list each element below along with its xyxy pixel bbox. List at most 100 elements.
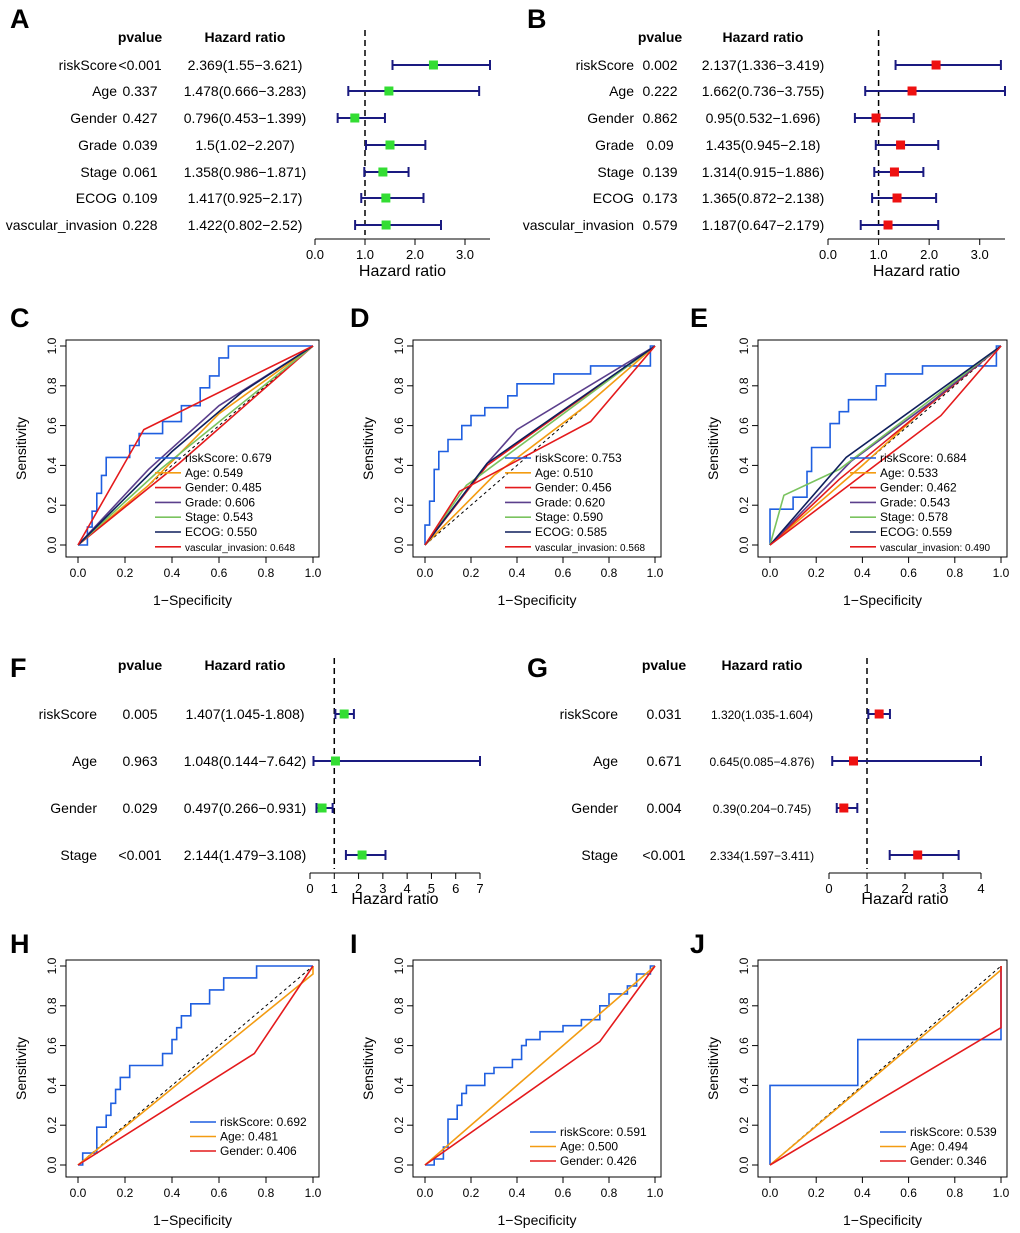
panel-letter: H <box>10 929 30 959</box>
x-tick-label: 0.6 <box>555 566 572 580</box>
row-hazard-ratio: 2.137(1.336−3.419) <box>702 57 825 73</box>
hazard-ratio-header: Hazard ratio <box>205 29 286 45</box>
roc-curve <box>424 965 656 1166</box>
x-tick-label: 3 <box>939 881 946 896</box>
x-tick-label: 3.0 <box>456 247 474 262</box>
x-tick-label: 2 <box>901 881 908 896</box>
roc-curve <box>77 345 314 546</box>
y-tick-label: 0.8 <box>392 997 406 1014</box>
x-tick-label: 0.8 <box>601 1186 618 1200</box>
legend-entry: vascular_invasion: 0.648 <box>185 543 296 554</box>
x-tick-label: 0.8 <box>601 566 618 580</box>
x-axis-title: Hazard ratio <box>359 263 446 280</box>
panel-j: J 0.0 0.0 0.2 0.2 0.4 0.4 0.6 0.6 0.8 0.8 1.0 1.0 1−S… <box>690 929 1010 1228</box>
roc-curve <box>769 345 1002 546</box>
row-pvalue: 0.005 <box>122 706 157 722</box>
x-tick-label: 4 <box>977 881 984 896</box>
x-tick-label: 0.6 <box>211 566 228 580</box>
row-pvalue: <0.001 <box>118 847 161 863</box>
hr-marker <box>839 803 849 813</box>
plot-frame <box>757 959 1008 1178</box>
x-tick-label: 2.0 <box>406 247 424 262</box>
row-pvalue: 0.579 <box>642 217 677 233</box>
legend-entry: riskScore: 0.679 <box>185 451 272 465</box>
row-pvalue: 0.139 <box>642 164 677 180</box>
row-label: riskScore <box>39 706 98 722</box>
x-axis-title: 1−Specificity <box>843 1212 922 1228</box>
row-pvalue: <0.001 <box>642 847 685 863</box>
roc-curve <box>77 345 314 546</box>
row-label: Age <box>609 83 634 99</box>
x-tick-label: 7 <box>476 881 483 896</box>
row-hazard-ratio: 1.478(0.666−3.283) <box>184 83 307 99</box>
roc-curve <box>769 345 1002 546</box>
legend-entry: riskScore: 0.692 <box>220 1115 307 1129</box>
row-hazard-ratio: 0.796(0.453−1.399) <box>184 110 307 126</box>
x-tick-label: 1.0 <box>870 247 888 262</box>
legend-entry: Age: 0.481 <box>220 1130 278 1144</box>
x-tick-label: 1.0 <box>993 1186 1010 1200</box>
x-tick-label: 0.8 <box>258 1186 275 1200</box>
x-tick-label: 0.8 <box>258 566 275 580</box>
hr-marker <box>907 86 917 96</box>
y-tick-label: 1.0 <box>45 957 59 974</box>
x-tick-label: 1.0 <box>305 566 322 580</box>
x-tick-label: 1.0 <box>305 1186 322 1200</box>
x-axis-title: 1−Specificity <box>153 1212 232 1228</box>
y-tick-label: 0.0 <box>45 1156 59 1173</box>
hr-marker <box>378 167 388 177</box>
roc-curve <box>77 345 314 546</box>
x-tick-label: 0.0 <box>70 566 87 580</box>
row-hazard-ratio: 1.407(1.045-1.808) <box>185 706 304 722</box>
x-tick-label: 0.0 <box>762 1186 779 1200</box>
row-hazard-ratio: 2.144(1.479−3.108) <box>184 847 307 863</box>
roc-curve <box>78 345 313 546</box>
panel-letter: A <box>10 4 30 34</box>
x-tick-label: 1.0 <box>356 247 374 262</box>
row-label: Age <box>92 83 117 99</box>
legend-entry: vascular_invasion: 0.490 <box>880 543 991 554</box>
legend-entry: Stage: 0.590 <box>535 510 603 524</box>
legend-entry: Grade: 0.543 <box>880 495 950 509</box>
x-tick-label: 1 <box>331 881 338 896</box>
y-tick-label: 0.8 <box>45 997 59 1014</box>
y-tick-label: 1.0 <box>392 337 406 354</box>
panel-letter: D <box>350 303 370 333</box>
roc-curve <box>424 345 656 546</box>
row-hazard-ratio: 2.369(1.55−3.621) <box>188 57 303 73</box>
legend-entry: riskScore: 0.753 <box>535 451 622 465</box>
y-tick-label: 1.0 <box>737 337 751 354</box>
x-tick-label: 0.0 <box>417 566 434 580</box>
hr-marker <box>874 709 884 719</box>
row-pvalue: 0.09 <box>646 137 673 153</box>
plot-frame <box>65 959 320 1178</box>
pvalue-header: pvalue <box>118 657 163 673</box>
row-pvalue: 0.109 <box>122 190 157 206</box>
y-tick-label: 0.6 <box>392 417 406 434</box>
hr-marker <box>384 86 394 96</box>
row-label: Grade <box>595 137 634 153</box>
x-tick-label: 3.0 <box>971 247 989 262</box>
row-hazard-ratio: 1.422(0.802−2.52) <box>188 217 303 233</box>
y-tick-label: 0.2 <box>45 497 59 514</box>
row-label: Gender <box>571 800 618 816</box>
legend-entry: Age: 0.510 <box>535 466 593 480</box>
y-tick-label: 1.0 <box>737 957 751 974</box>
hr-marker <box>913 850 923 860</box>
x-tick-label: 0.2 <box>808 566 825 580</box>
row-hazard-ratio: 1.314(0.915−1.886) <box>702 164 825 180</box>
legend-entry: Grade: 0.606 <box>185 495 255 509</box>
legend-entry: ECOG: 0.550 <box>185 525 257 539</box>
row-label: Stage <box>80 164 117 180</box>
legend-entry: Age: 0.533 <box>880 466 938 480</box>
y-axis-title: Sensitivity <box>360 1037 376 1100</box>
row-hazard-ratio: 0.497(0.266−0.931) <box>184 800 307 816</box>
x-tick-label: 0 <box>825 881 832 896</box>
x-tick-label: 1.0 <box>647 1186 664 1200</box>
x-tick-label: 0.0 <box>762 566 779 580</box>
x-tick-label: 4 <box>404 881 411 896</box>
row-label: riskScore <box>576 57 635 73</box>
panel-letter: G <box>527 653 548 683</box>
